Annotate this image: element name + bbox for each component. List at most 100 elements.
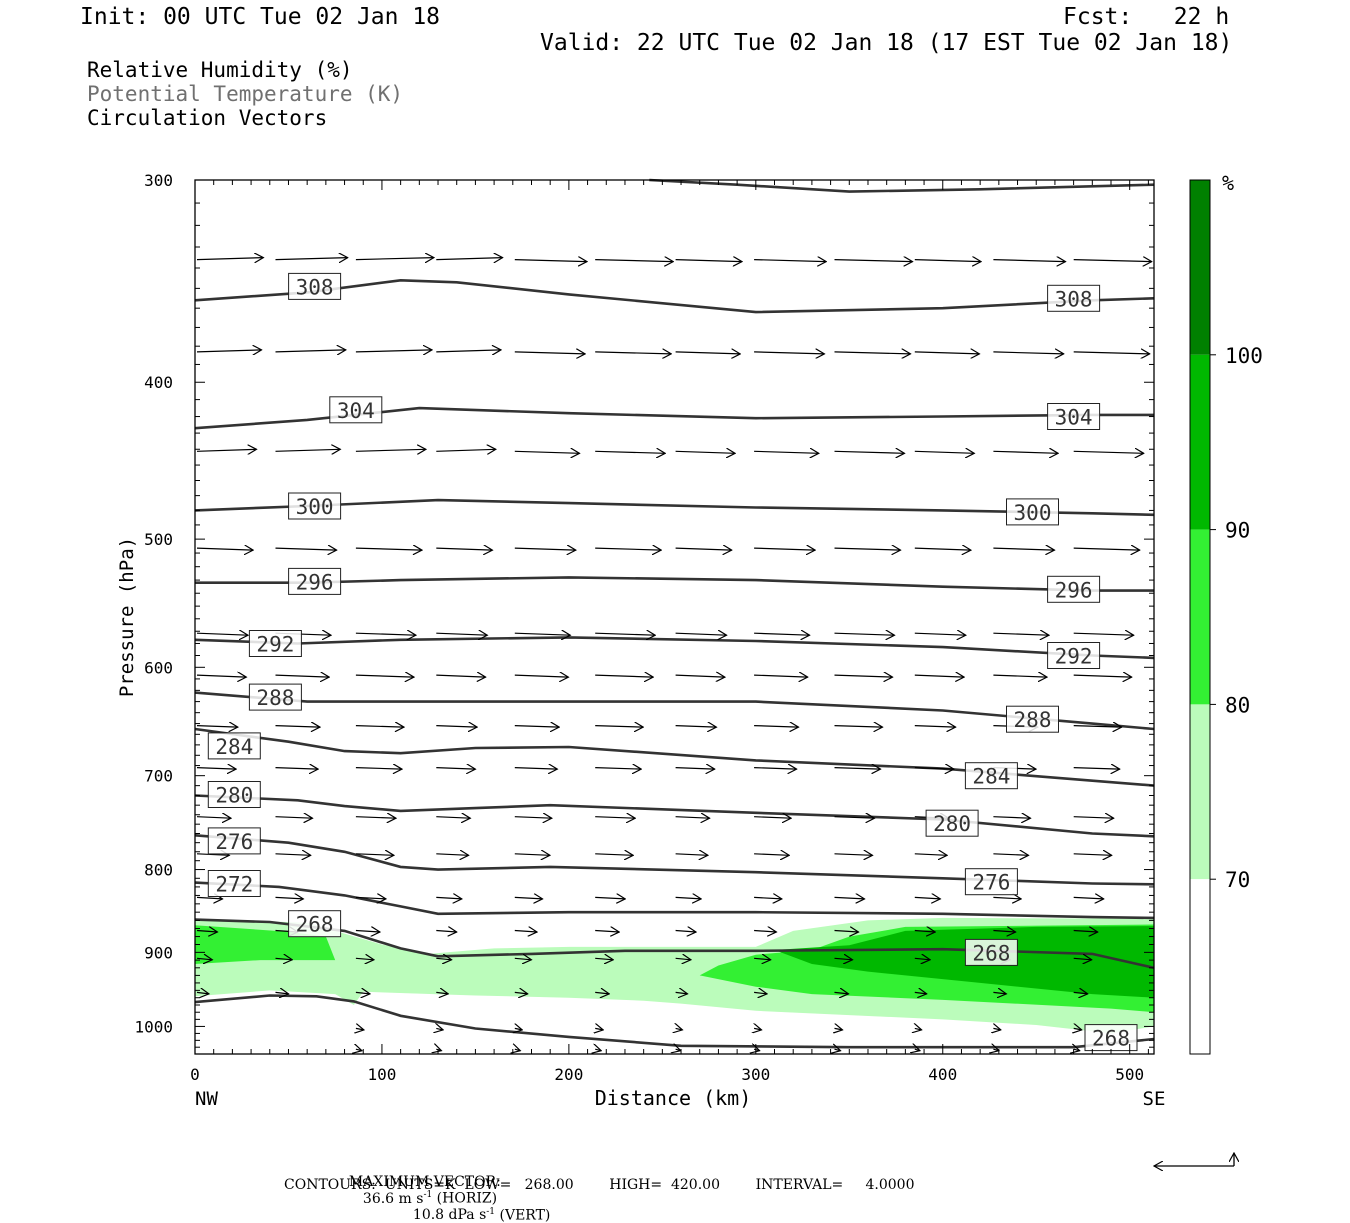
circulation-vector — [436, 449, 496, 451]
circulation-vector — [914, 992, 927, 994]
y-tick-label: 900 — [144, 943, 173, 962]
circulation-vector — [436, 675, 485, 677]
circulation-vector — [993, 260, 1065, 262]
circulation-vector — [754, 633, 810, 635]
circulation-vector — [355, 897, 386, 899]
circulation-vector — [595, 726, 643, 728]
circulation-vector — [196, 675, 246, 677]
circulation-vector — [275, 958, 293, 960]
contour-label: 296 — [1047, 575, 1101, 603]
colorbar-label: 90 — [1225, 519, 1250, 543]
y-tick-label: 700 — [144, 767, 173, 786]
circulation-vector — [355, 258, 434, 260]
contour-label: 300 — [1006, 498, 1059, 526]
contour-label: 288 — [248, 683, 302, 711]
contour-label-text: 304 — [337, 399, 375, 423]
circulation-vector — [754, 992, 767, 994]
isentrope-288 — [194, 691, 1155, 731]
circulation-vector — [834, 451, 905, 453]
legend-rh: Relative Humidity (%) — [87, 58, 353, 82]
circulation-vector — [514, 992, 528, 994]
circulation-vector — [914, 726, 956, 728]
contour-label: 300 — [288, 492, 342, 520]
circulation-vector — [355, 817, 396, 819]
vector-layer — [196, 258, 1152, 1051]
circulation-vector — [196, 768, 236, 770]
circulation-vector — [436, 992, 448, 994]
contour-label: 276 — [207, 827, 261, 855]
circulation-vector — [675, 854, 708, 856]
circulation-vector — [1073, 817, 1114, 819]
circulation-vector — [595, 768, 641, 770]
x-tick-label: 100 — [367, 1065, 396, 1084]
circulation-vector — [514, 817, 552, 819]
circulation-vector — [914, 548, 971, 550]
contour-label-box — [1047, 575, 1101, 603]
circulation-vector — [196, 449, 257, 451]
contour-label-box — [1047, 642, 1101, 669]
circulation-vector — [436, 726, 477, 728]
contour-label-box — [288, 567, 342, 595]
reference-vector — [1154, 1153, 1234, 1166]
contour-label-box — [248, 630, 302, 657]
y-tick-label: 1000 — [134, 1017, 173, 1036]
circulation-vector — [355, 548, 422, 550]
contour-label: 276 — [964, 868, 1018, 896]
contour-label-text: 304 — [1055, 406, 1093, 430]
contour-label: 280 — [207, 781, 261, 808]
circulation-vector — [754, 1049, 760, 1051]
contour-label-text: 272 — [215, 873, 253, 897]
colorbar: % 70 80 90 100 — [1189, 171, 1263, 1055]
contour-label-box — [207, 781, 261, 808]
contour-label: 304 — [1047, 403, 1101, 430]
circulation-vector — [1073, 352, 1150, 354]
rh-region-90 — [774, 926, 1154, 998]
circulation-vector — [275, 854, 311, 856]
circulation-vector — [834, 548, 901, 550]
circulation-vector — [355, 675, 414, 677]
contour-label-box — [288, 272, 342, 300]
circulation-vector — [355, 449, 426, 451]
contour-label-box — [1084, 1024, 1138, 1052]
circulation-vector — [436, 931, 456, 933]
rh-fill-layer — [195, 917, 1154, 1034]
circulation-vector — [595, 548, 661, 550]
circulation-vector — [993, 1028, 1000, 1030]
circulation-vector — [514, 726, 559, 728]
contour-label: 296 — [288, 567, 342, 595]
circulation-vector — [355, 958, 374, 960]
circulation-vector — [1074, 1049, 1080, 1051]
circulation-vector — [514, 931, 537, 933]
circulation-vector — [436, 1049, 441, 1051]
y-tick-label: 400 — [144, 373, 173, 392]
circulation-vector — [993, 548, 1054, 550]
circulation-vector — [595, 817, 635, 819]
circulation-vector — [196, 897, 223, 899]
max-vector-horiz-suffix: (HORIZ) — [432, 1190, 498, 1207]
footer-contours: CONTOURS: UNITS=K LOW= 268.00 HIGH= 420.… — [284, 1177, 915, 1193]
circulation-vector — [754, 958, 771, 960]
max-vector-horiz-exp: -1 — [423, 1190, 433, 1200]
circulation-vector — [675, 633, 727, 635]
circulation-vector — [275, 897, 304, 899]
contour-label-box — [288, 492, 342, 520]
circulation-vector — [675, 817, 710, 819]
x-tick-label: 500 — [1115, 1065, 1144, 1084]
circulation-vector — [595, 931, 619, 933]
circulation-vector — [196, 992, 209, 994]
circulation-vector — [754, 1028, 761, 1030]
circulation-vector — [514, 958, 532, 960]
isentrope-272 — [194, 881, 1155, 920]
circulation-vector — [355, 854, 394, 856]
contour-label-text: 300 — [296, 495, 334, 519]
circulation-vector — [993, 897, 1021, 899]
circulation-vector — [834, 817, 875, 819]
circulation-vector — [355, 992, 370, 994]
circulation-vector — [514, 768, 558, 770]
circulation-vector — [993, 1049, 999, 1051]
circulation-vector — [754, 768, 797, 770]
colorbar-segment — [1190, 704, 1210, 880]
circulation-vector — [436, 958, 451, 960]
contour-label-text: 292 — [1055, 645, 1093, 669]
